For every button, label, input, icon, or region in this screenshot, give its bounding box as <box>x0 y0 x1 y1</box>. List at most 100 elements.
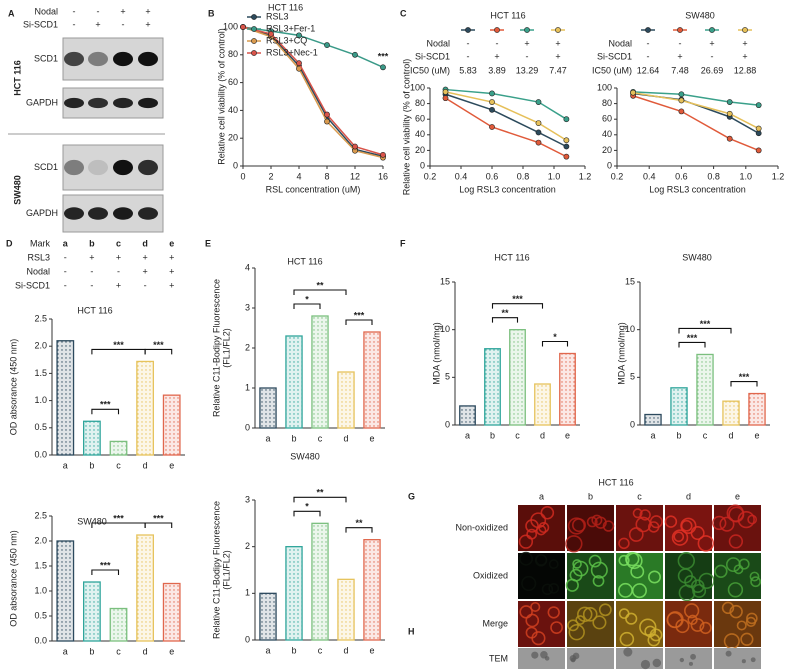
bar <box>83 581 101 642</box>
x-tick-label: a <box>650 430 655 440</box>
y-tick-label: 0 <box>245 634 250 644</box>
significance-bracket <box>491 303 544 309</box>
condition-label: Si-SCD1 <box>415 51 450 61</box>
significance: *** <box>739 372 750 382</box>
micrograph-cell <box>639 509 651 521</box>
column-label: e <box>735 491 740 501</box>
condition-cell: 13.29 <box>516 65 539 75</box>
y-tick-label: 2.5 <box>34 313 47 323</box>
condition-cell: + <box>142 266 147 276</box>
micrograph-cell <box>619 631 635 647</box>
x-tick-label: 0.6 <box>486 171 499 181</box>
y-tick-label: 80 <box>228 49 238 59</box>
point <box>726 99 733 105</box>
micrograph-cell <box>518 534 534 549</box>
condition-cell: + <box>169 280 174 290</box>
significance: * <box>305 502 309 512</box>
tem-feature <box>679 657 685 663</box>
micrograph-cell <box>648 570 662 584</box>
condition-label: Nodal <box>426 38 450 48</box>
y-axis-label: OD absorance (450 nm) <box>8 530 18 627</box>
bar <box>285 546 303 641</box>
y-tick-label: 3 <box>245 302 250 312</box>
tem-feature <box>570 657 576 663</box>
y-tick-label: 40 <box>602 129 612 139</box>
point <box>442 89 449 95</box>
x-tick-label: e <box>369 433 374 443</box>
blot-band <box>88 97 108 109</box>
x-tick-label: b <box>676 430 681 440</box>
micrograph-cell <box>592 575 605 587</box>
condition-cell: 12.88 <box>734 65 757 75</box>
bar <box>259 387 277 429</box>
y-tick-label: 2.5 <box>34 510 47 520</box>
micrograph-cell <box>680 519 693 532</box>
x-tick-label: 0 <box>240 171 245 181</box>
bar <box>311 315 329 429</box>
bar <box>644 413 662 426</box>
y-tick-label: 0 <box>420 160 425 170</box>
micrograph-cell <box>594 516 607 529</box>
point <box>489 99 495 105</box>
x-tick-label: 0.8 <box>707 171 720 181</box>
tem-image <box>567 648 614 669</box>
micrograph-cell <box>721 601 735 615</box>
condition-marker <box>742 27 748 33</box>
bar <box>259 592 277 641</box>
point <box>352 51 358 58</box>
series-line <box>633 91 759 106</box>
y-tick-label: 80 <box>602 98 612 108</box>
y-tick-label: 40 <box>228 105 238 115</box>
protein-label: SCD1 <box>34 53 58 63</box>
x-tick-label: 0.4 <box>643 171 656 181</box>
x-tick-label: c <box>515 430 520 440</box>
condition-cell: - <box>467 51 470 61</box>
x-tick-label: a <box>63 460 68 470</box>
y-tick-label: 60 <box>602 114 612 124</box>
condition-label: Mark <box>30 238 50 248</box>
point <box>535 129 542 136</box>
y-tick-label: 2.0 <box>34 535 47 545</box>
tem-feature <box>690 653 696 660</box>
significance-bracket <box>293 510 321 517</box>
sign: + <box>145 6 150 16</box>
significance-bracket <box>345 527 373 533</box>
series-line <box>445 91 567 141</box>
blot-band <box>138 97 158 109</box>
legend-label: RSL3 <box>266 11 289 21</box>
y-axis-label: Relative C11-Bodipy Fluorescence <box>211 501 221 639</box>
condition-cell: - <box>647 51 650 61</box>
point <box>489 124 495 130</box>
y-tick-label: 20 <box>228 133 238 143</box>
significance: ** <box>316 280 324 290</box>
micrograph <box>616 553 663 599</box>
point <box>380 64 386 71</box>
micrograph-cell <box>733 564 744 575</box>
micrograph-cell <box>728 534 744 549</box>
point <box>563 116 570 123</box>
tem-feature <box>652 658 662 668</box>
tem-feature <box>544 656 550 661</box>
bar <box>162 394 181 456</box>
micrograph-cell <box>567 619 579 632</box>
bar <box>162 582 181 642</box>
micrograph-cell <box>625 551 640 567</box>
condition-cell: 3.89 <box>488 65 506 75</box>
column-label: a <box>539 491 544 501</box>
bar <box>136 360 154 456</box>
significance-bracket <box>345 319 373 325</box>
x-tick-label: 0.2 <box>424 171 437 181</box>
micrograph-cell <box>548 582 560 594</box>
blot-band <box>113 51 133 67</box>
micrograph-cell <box>728 506 745 523</box>
significance: ** <box>355 518 363 528</box>
condition-cell: - <box>496 38 499 48</box>
significance-bracket <box>91 408 120 415</box>
x-tick-label: c <box>116 460 121 470</box>
condition-cell: + <box>116 252 121 262</box>
blot-band <box>113 159 133 176</box>
micrograph-cell <box>538 522 550 534</box>
point <box>678 97 685 104</box>
x-tick-label: 1.2 <box>579 171 592 181</box>
y-tick-label: 0.5 <box>34 610 47 620</box>
